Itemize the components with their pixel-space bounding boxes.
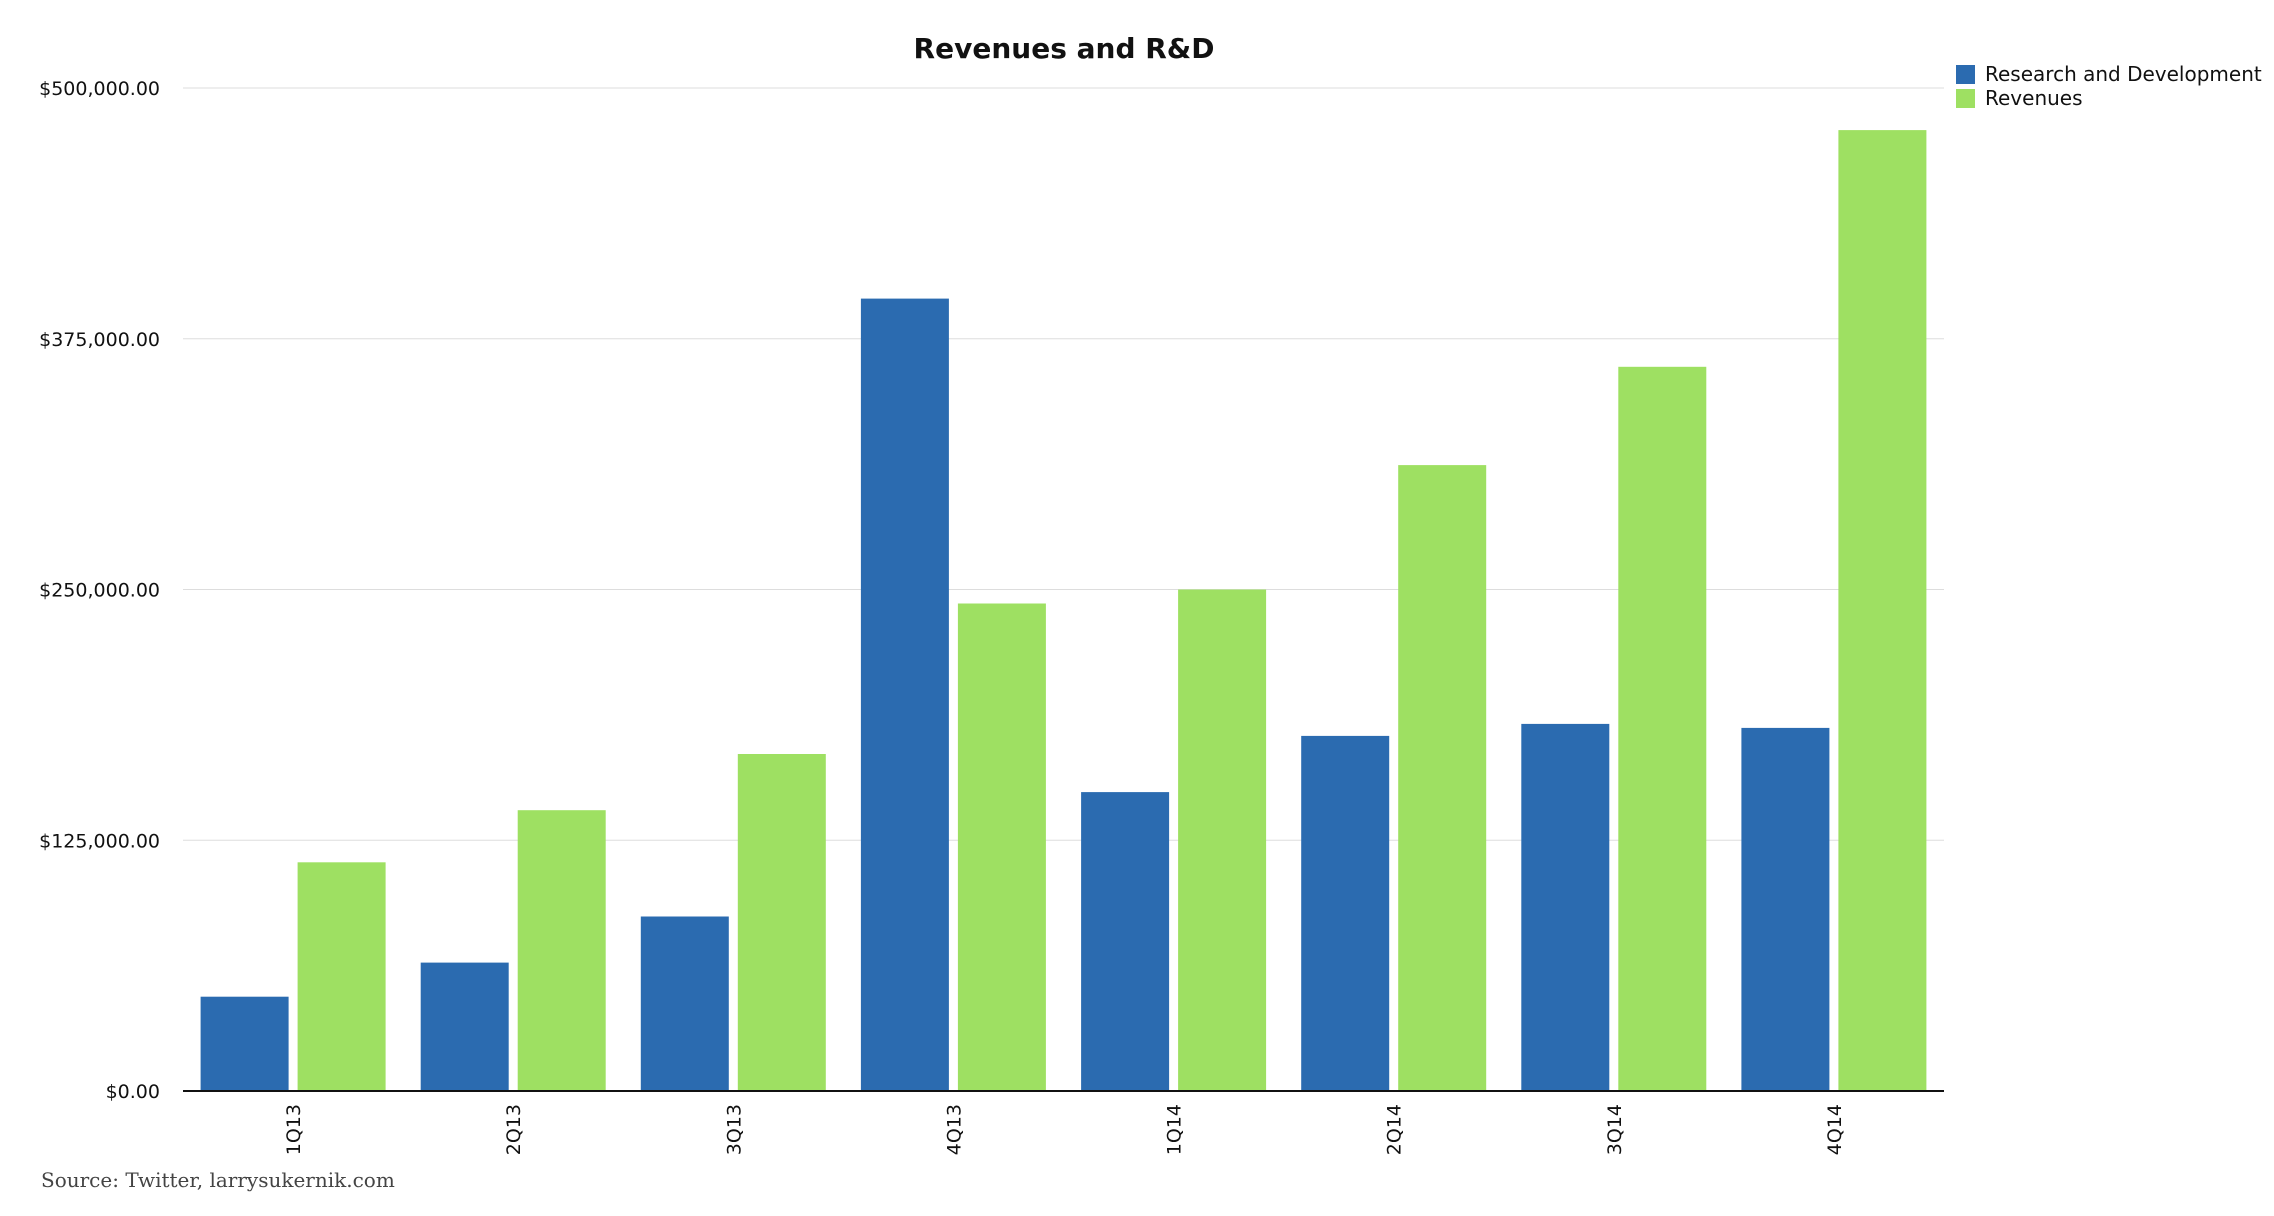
chart-title: Revenues and R&D — [914, 32, 1215, 65]
legend-label: Research and Development — [1985, 62, 2262, 86]
bars — [200, 130, 1927, 1092]
bar-rnd-4q13 — [860, 298, 949, 1092]
y-tick-label: $500,000.00 — [39, 78, 160, 100]
bar-rnd-1q13 — [200, 996, 289, 1091]
bar-revenues-1q14 — [1178, 589, 1267, 1091]
y-tick-label: $250,000.00 — [39, 580, 160, 602]
x-tick-label: 1Q13 — [283, 1104, 305, 1155]
x-tick-label: 3Q14 — [1604, 1104, 1626, 1155]
bar-rnd-3q14 — [1521, 723, 1610, 1091]
bar-revenues-3q14 — [1618, 366, 1707, 1091]
legend-label: Revenues — [1985, 86, 2083, 110]
bar-revenues-3q13 — [737, 754, 826, 1091]
x-tick-label: 2Q14 — [1384, 1104, 1406, 1155]
y-tick-label: $0.00 — [106, 1081, 160, 1103]
x-tick-label: 4Q14 — [1824, 1104, 1846, 1155]
legend-swatch — [1956, 89, 1975, 108]
bar-revenues-4q13 — [957, 603, 1046, 1091]
bar-revenues-2q14 — [1398, 465, 1487, 1092]
source-note: Source: Twitter, larrysukernik.com — [41, 1168, 395, 1192]
bar-revenues-4q14 — [1838, 130, 1927, 1092]
y-axis-tick-labels: $0.00 $125,000.00 $250,000.00 $375,000.00 $5… — [39, 78, 160, 1103]
y-tick-label: $125,000.00 — [39, 830, 160, 852]
x-tick-label: 3Q13 — [723, 1104, 745, 1155]
bar-rnd-1q14 — [1081, 792, 1170, 1091]
x-axis-tick-labels: 1Q13 2Q13 3Q13 4Q13 1Q14 2Q14 3Q14 4Q14 — [283, 1104, 1846, 1155]
bar-rnd-2q13 — [420, 962, 509, 1091]
bar-revenues-1q13 — [297, 862, 386, 1091]
x-tick-label: 1Q14 — [1164, 1104, 1186, 1155]
x-tick-label: 2Q13 — [503, 1104, 525, 1155]
bar-rnd-2q14 — [1301, 735, 1390, 1091]
x-tick-label: 4Q13 — [943, 1104, 965, 1155]
bar-revenues-2q13 — [517, 810, 606, 1091]
y-tick-label: $375,000.00 — [39, 329, 160, 351]
legend-swatch — [1956, 65, 1975, 84]
bar-rnd-4q14 — [1741, 727, 1830, 1091]
bar-rnd-3q13 — [640, 916, 729, 1091]
